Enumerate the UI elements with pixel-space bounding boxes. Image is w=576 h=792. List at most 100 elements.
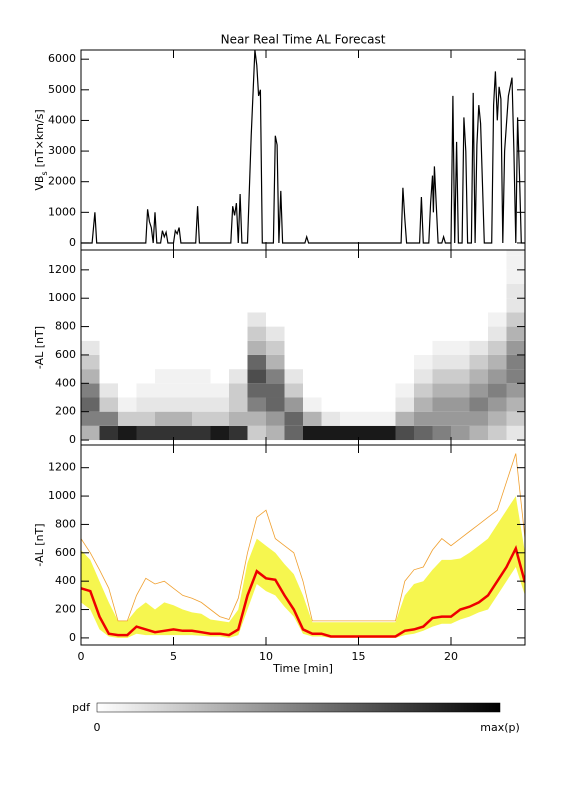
pdf-cell	[173, 298, 192, 313]
pdf-cell	[506, 383, 525, 398]
pdf-cell	[192, 250, 211, 256]
pdf-cell	[192, 312, 211, 327]
pdf-cell	[303, 326, 322, 341]
pdf-cell	[192, 269, 211, 285]
pdf-cell	[210, 354, 229, 370]
pdf-cell	[506, 411, 525, 426]
pdf-cell	[506, 269, 525, 285]
pdf-cell	[506, 284, 525, 299]
pdf-cell	[488, 298, 507, 313]
pdf-cell	[173, 269, 192, 285]
y-axis-label: -AL [nT]	[33, 326, 46, 369]
pdf-cell	[173, 383, 192, 398]
pdf-cell	[358, 369, 377, 384]
pdf-cell	[414, 411, 433, 426]
pdf-cell	[173, 312, 192, 327]
pdf-cell	[451, 312, 470, 327]
pdf-cell	[432, 255, 451, 270]
pdf-cell	[451, 340, 470, 355]
pdf-cell	[469, 255, 488, 270]
pdf-cell	[340, 269, 359, 285]
pdf-cell	[229, 312, 248, 327]
pdf-cell	[358, 425, 377, 441]
pdf-cell	[266, 425, 285, 441]
pdf-cell	[210, 397, 229, 412]
pdf-cell	[192, 369, 211, 384]
pdf-cell	[488, 250, 507, 256]
y-tick-label: 3000	[48, 144, 76, 157]
y-tick-label: 800	[55, 320, 76, 333]
pdf-cell	[395, 250, 414, 256]
pdf-cell	[358, 255, 377, 270]
pdf-cell	[284, 425, 303, 441]
pdf-cell	[432, 397, 451, 412]
x-axis-label: Time [min]	[272, 662, 333, 675]
pdf-cell	[247, 298, 266, 313]
pdf-cell	[173, 250, 192, 256]
x-tick-label: 10	[259, 650, 273, 663]
pdf-cell	[247, 340, 266, 355]
pdf-cell	[266, 250, 285, 256]
pdf-cell	[340, 425, 359, 441]
pdf-cell	[451, 354, 470, 370]
pdf-cell	[451, 250, 470, 256]
pdf-cell	[155, 298, 174, 313]
pdf-cell	[136, 383, 155, 398]
x-tick-label: 0	[78, 650, 85, 663]
pdf-cell	[229, 354, 248, 370]
pdf-cell	[247, 269, 266, 285]
pdf-cell	[488, 369, 507, 384]
pdf-cell	[155, 411, 174, 426]
pdf-cell	[118, 312, 137, 327]
pdf-cell	[266, 383, 285, 398]
pdf-cell	[321, 369, 340, 384]
pdf-cell	[136, 369, 155, 384]
pdf-cell	[303, 340, 322, 355]
pdf-cell	[81, 255, 100, 270]
pdf-cell	[451, 298, 470, 313]
pdf-cell	[451, 397, 470, 412]
pdf-cell	[155, 250, 174, 256]
pdf-cell	[266, 255, 285, 270]
pdf-cell	[303, 369, 322, 384]
pdf-cell	[377, 425, 396, 441]
pdf-cell	[395, 312, 414, 327]
pdf-cell	[340, 397, 359, 412]
pdf-cell	[451, 284, 470, 299]
pdf-cell	[506, 340, 525, 355]
pdf-cell	[210, 383, 229, 398]
pdf-cell	[99, 326, 118, 341]
pdf-cell	[414, 250, 433, 256]
pdf-cell	[210, 250, 229, 256]
pdf-cell	[395, 326, 414, 341]
pdf-cell	[266, 326, 285, 341]
pdf-cell	[284, 255, 303, 270]
pdf-cell	[266, 312, 285, 327]
pdf-cell	[284, 326, 303, 341]
pdf-cell	[99, 298, 118, 313]
pdf-cell	[377, 354, 396, 370]
pdf-cell	[414, 397, 433, 412]
pdf-cell	[210, 411, 229, 426]
pdf-cell	[284, 312, 303, 327]
y-tick-label: 200	[55, 603, 76, 616]
pdf-cell	[303, 250, 322, 256]
pdf-cell	[506, 425, 525, 441]
pdf-cell	[340, 340, 359, 355]
pdf-cell	[229, 383, 248, 398]
pdf-cell	[229, 340, 248, 355]
pdf-cell	[192, 411, 211, 426]
pdf-cell	[136, 354, 155, 370]
pdf-cell	[284, 354, 303, 370]
pdf-cell	[210, 284, 229, 299]
pdf-cell	[432, 250, 451, 256]
y-tick-label: 4000	[48, 113, 76, 126]
pdf-cell	[136, 397, 155, 412]
pdf-cell	[155, 326, 174, 341]
y-tick-label: 1200	[48, 461, 76, 474]
y-tick-label: 0	[69, 433, 76, 446]
pdf-cell	[432, 340, 451, 355]
pdf-cell	[340, 284, 359, 299]
pdf-cell	[136, 326, 155, 341]
